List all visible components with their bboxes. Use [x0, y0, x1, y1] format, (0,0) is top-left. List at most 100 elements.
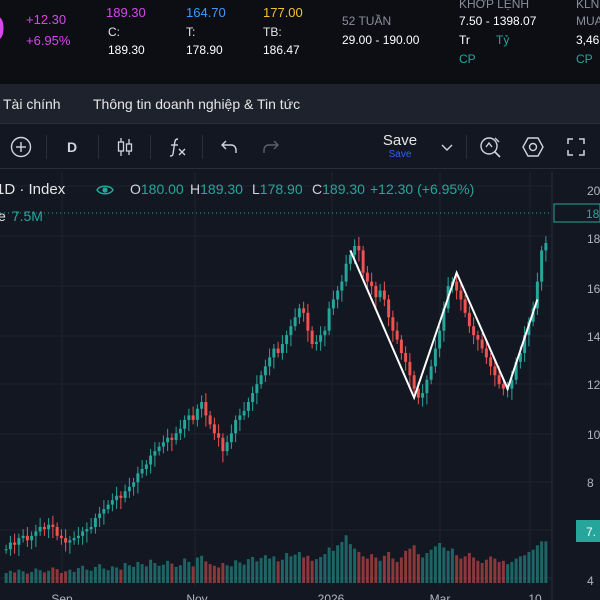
volume-bar: [289, 556, 293, 583]
candle-body: [378, 290, 382, 298]
price-tick-label: 8: [587, 476, 594, 490]
volume-bar: [442, 547, 446, 583]
candle-body: [501, 384, 505, 389]
time-tick-label: 2026: [318, 592, 345, 600]
interval-button[interactable]: D: [58, 125, 86, 169]
t-value: 178.90: [186, 43, 223, 57]
candle-body: [30, 535, 34, 541]
volume-bar: [455, 555, 459, 583]
volume-bar: [374, 557, 378, 583]
volume-bar: [497, 561, 501, 583]
fullscreen-icon: [567, 138, 585, 156]
c-value: 189.30: [108, 43, 145, 57]
candle-body: [55, 526, 59, 536]
volume-bar: [72, 571, 76, 583]
volume-bar: [382, 555, 386, 583]
candle-body: [200, 402, 204, 409]
volume-bar: [140, 564, 144, 583]
add-indicator-button[interactable]: [6, 125, 36, 169]
settings-hex-icon: [522, 137, 544, 157]
candle-body: [21, 535, 25, 539]
time-tick-label: 10: [528, 592, 542, 600]
volume-bar: [106, 570, 110, 583]
candle-body: [353, 245, 357, 255]
candle-body: [391, 317, 395, 331]
symbol-label[interactable]: 1D · Index: [0, 181, 66, 198]
candle-body: [17, 538, 21, 545]
candle-body: [331, 299, 335, 309]
save-label: Save: [382, 132, 418, 149]
price-change: +12.30: [26, 12, 67, 27]
candle-body: [115, 495, 119, 501]
candle-body: [51, 524, 55, 527]
indicators-button[interactable]: [162, 125, 192, 169]
candle-body: [484, 348, 488, 358]
volume-bar: [387, 551, 391, 583]
volume-bar: [123, 563, 127, 583]
candle-body: [421, 393, 425, 398]
candle-body: [433, 348, 437, 367]
candle-body: [327, 308, 331, 331]
volume-bar: [285, 553, 289, 583]
volume-bar: [433, 546, 437, 583]
save-dropdown-button[interactable]: [436, 125, 458, 169]
tab-finance[interactable]: Tài chính: [3, 96, 61, 112]
candle-body: [255, 384, 259, 394]
candle-body: [166, 437, 170, 443]
volume-bar: [98, 564, 102, 583]
volume-bar: [255, 561, 259, 583]
volume-legend: e 7.5M: [0, 208, 43, 224]
save-button[interactable]: Save Save: [378, 125, 422, 169]
candle-body: [102, 509, 106, 514]
volume-bar: [395, 561, 399, 583]
undo-button[interactable]: [214, 125, 244, 169]
volume-bar: [297, 551, 301, 583]
volume-bar: [81, 565, 85, 583]
candle-body: [144, 464, 148, 469]
volume-bar: [518, 556, 522, 583]
candle-body: [89, 526, 93, 530]
volume-bar: [157, 565, 161, 583]
volume-bar: [408, 548, 412, 583]
volume-bar: [259, 558, 263, 583]
volume-bar: [115, 567, 119, 583]
candle-body: [395, 330, 399, 340]
function-icon: [169, 138, 186, 157]
volume-bar: [450, 548, 454, 583]
volume-bar: [484, 559, 488, 583]
candle-body: [238, 415, 242, 420]
candle-body: [302, 308, 306, 313]
w-pattern-drawing: [349, 250, 539, 401]
volume-bar: [310, 560, 314, 583]
volume-bar: [391, 558, 395, 583]
volume-bar: [208, 564, 212, 583]
volume-bar: [263, 555, 267, 583]
tab-company-news[interactable]: Thông tin doanh nghiệp & Tin tức: [93, 96, 301, 112]
volume-bar: [161, 564, 165, 583]
plus-circle-icon: [10, 136, 32, 158]
volume-bar: [38, 570, 42, 583]
volume-bar: [238, 562, 242, 583]
volume-bar: [25, 573, 29, 583]
redo-button[interactable]: [256, 125, 286, 169]
candle-body: [463, 299, 467, 313]
volume-bar: [412, 545, 416, 583]
volume-bar: [459, 558, 463, 583]
fullscreen-button[interactable]: [561, 125, 591, 169]
chart-settings-button[interactable]: [518, 125, 548, 169]
volume-bar: [166, 560, 170, 583]
candle-body: [348, 254, 352, 264]
kl-sub-label: MUA: [576, 14, 600, 28]
eye-icon[interactable]: [96, 183, 114, 201]
volume-bar: [93, 566, 97, 583]
unit-cp: CP: [459, 52, 476, 66]
alert-button[interactable]: [475, 125, 505, 169]
time-tick-label: Sep: [51, 592, 73, 600]
volume-bar: [472, 557, 476, 583]
candle-body: [297, 308, 301, 318]
chart-type-button[interactable]: [110, 125, 140, 169]
candle-body: [365, 272, 369, 282]
volume-bar: [421, 557, 425, 583]
